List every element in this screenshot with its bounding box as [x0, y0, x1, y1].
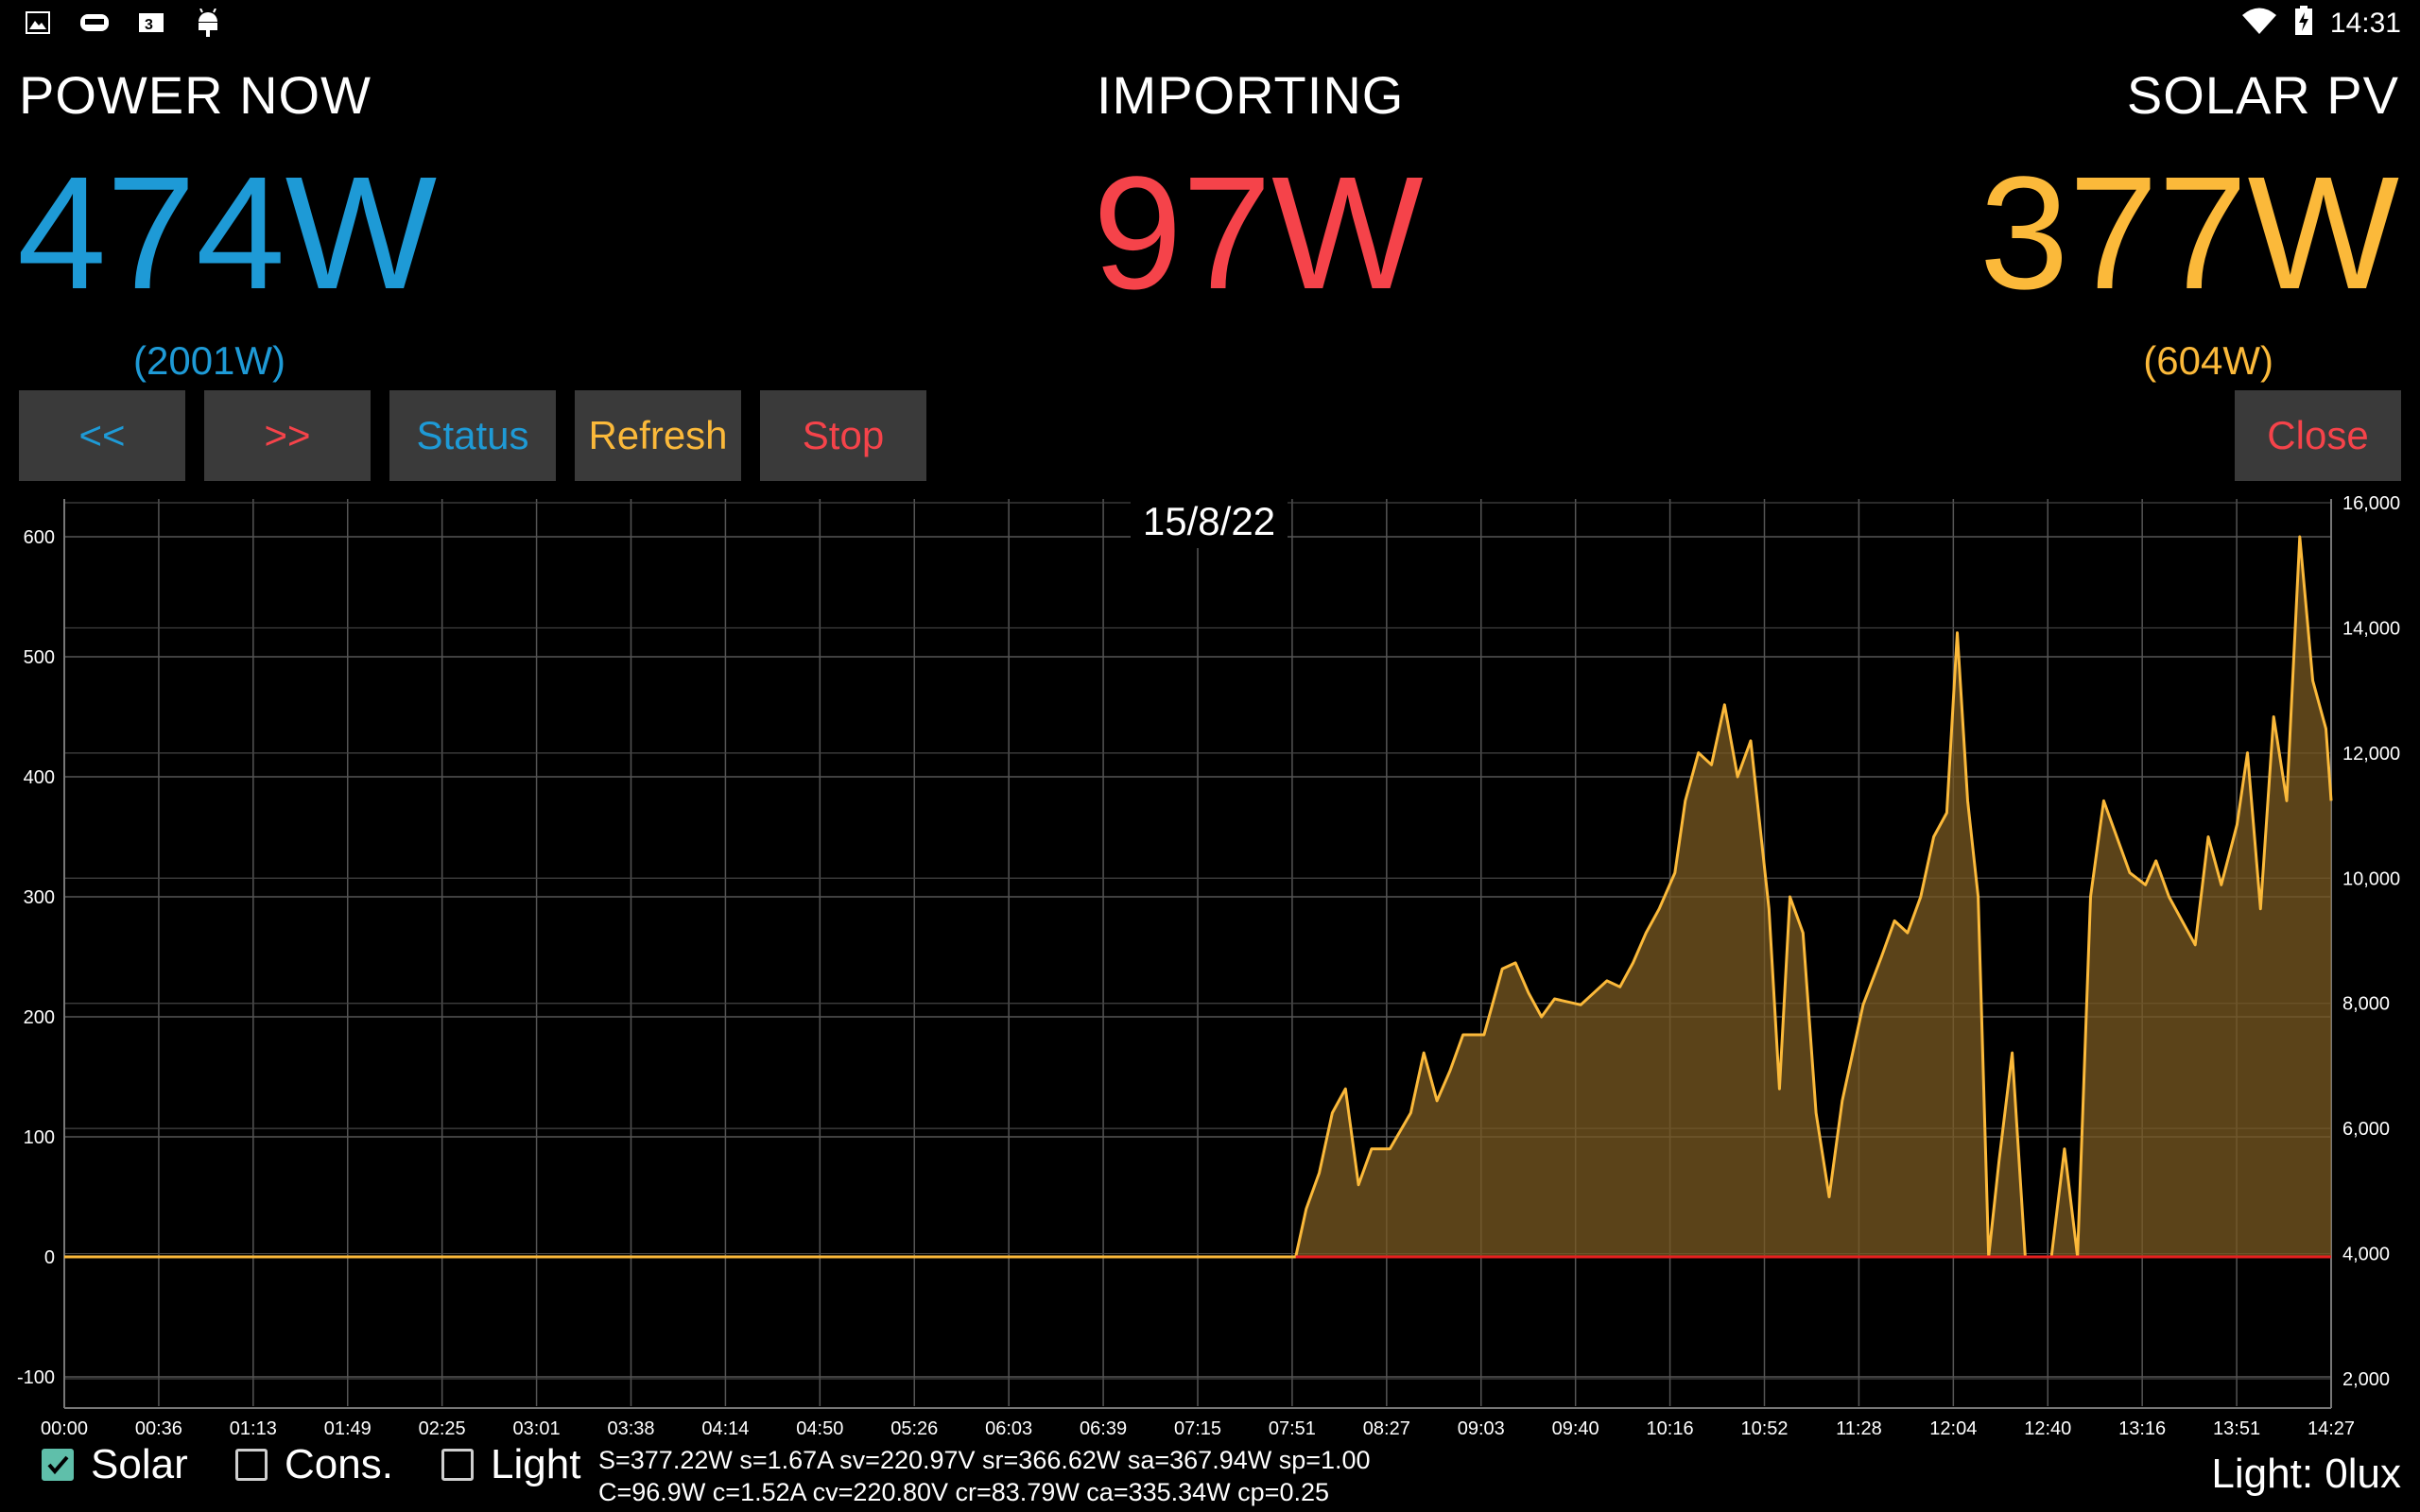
power-now-peak: (2001W) [133, 338, 286, 383]
time-axis-tick: 10:52 [1740, 1418, 1788, 1436]
left-axis-tick: -100 [17, 1367, 55, 1388]
legend-consumption[interactable]: Cons. [235, 1441, 393, 1488]
time-axis-tick: 05:26 [890, 1418, 938, 1436]
time-axis-tick: 06:39 [1080, 1418, 1127, 1436]
stop-button[interactable]: Stop [760, 390, 926, 481]
time-axis-tick: 09:40 [1552, 1418, 1599, 1436]
chart-date-title: 15/8/22 [1143, 499, 1275, 543]
right-axis-tick: 8,000 [2342, 994, 2390, 1015]
power-chart[interactable]: 600 500 400 300 200 100 0 -100 16,000 14,000 12,0… [0, 491, 2420, 1436]
left-axis-tick: 400 [24, 767, 55, 788]
next-day-button[interactable]: >> [204, 390, 371, 481]
light-checkbox[interactable] [441, 1449, 474, 1481]
right-axis-tick: 12,000 [2342, 744, 2400, 765]
left-axis-tick: 300 [24, 887, 55, 908]
time-axis-tick: 06:03 [985, 1418, 1032, 1436]
solar-readings: S=377.22W s=1.67A sv=220.97V sr=366.62W … [598, 1446, 1371, 1474]
image-notification-icon [23, 8, 53, 38]
time-axis-labels: 00:00 00:36 01:13 01:49 02:25 03:01 03:38 04:14… [41, 1418, 2355, 1436]
chart-series [64, 535, 2333, 1259]
solar-pv-peak: (604W) [2143, 338, 2273, 383]
readings-text: S=377.22W s=1.67A sv=220.97V sr=366.62W … [598, 1444, 1371, 1508]
time-axis-tick: 07:51 [1269, 1418, 1316, 1436]
time-axis-tick: 07:15 [1174, 1418, 1221, 1436]
left-axis-tick: 0 [44, 1247, 55, 1268]
consumption-checkbox[interactable] [235, 1449, 268, 1481]
right-axis-tick: 10,000 [2342, 868, 2400, 889]
light-reading: Light: 0lux [2211, 1451, 2401, 1497]
android-icon [193, 8, 223, 38]
time-axis-tick: 03:01 [513, 1418, 561, 1436]
app-notification-icon: 3 [136, 8, 166, 38]
time-axis-tick: 00:36 [135, 1418, 182, 1436]
svg-text:3: 3 [145, 17, 153, 33]
right-axis-tick: 2,000 [2342, 1369, 2390, 1390]
status-button[interactable]: Status [389, 390, 556, 481]
chart-title-bg [1131, 495, 1288, 548]
time-axis-tick: 14:27 [2308, 1418, 2355, 1436]
time-axis-tick: 09:03 [1458, 1418, 1505, 1436]
solar-area-fill [1295, 537, 2331, 1257]
battery-charging-icon [2294, 6, 2313, 41]
left-axis-tick: 100 [24, 1127, 55, 1148]
power-now-value: 474W [17, 144, 438, 323]
consumption-checkbox-label: Cons. [285, 1441, 393, 1487]
time-axis-tick: 13:51 [2213, 1418, 2260, 1436]
light-checkbox-label: Light [491, 1441, 581, 1487]
refresh-button[interactable]: Refresh [575, 390, 741, 481]
right-axis-tick: 14,000 [2342, 618, 2400, 639]
solar-checkbox[interactable] [42, 1449, 74, 1481]
time-axis-tick: 08:27 [1363, 1418, 1410, 1436]
right-axis-tick: 6,000 [2342, 1119, 2390, 1140]
solar-line [64, 535, 2333, 1259]
importing-label: IMPORTING [1097, 65, 1405, 125]
clock: 14:31 [2329, 7, 2401, 39]
time-axis-tick: 01:13 [230, 1418, 277, 1436]
legend-light[interactable]: Light [441, 1441, 580, 1488]
importing-value: 97W [1093, 144, 1424, 323]
solar-checkbox-label: Solar [91, 1441, 188, 1487]
left-axis-labels: 600 500 400 300 200 100 0 -100 [17, 527, 55, 1388]
power-now-label: POWER NOW [19, 65, 372, 125]
game-controller-icon [79, 8, 110, 38]
right-axis-tick: 4,000 [2342, 1245, 2390, 1265]
right-axis-labels: 16,000 14,000 12,000 10,000 8,000 6,000 4,000 2… [2342, 493, 2400, 1390]
time-axis-tick: 11:28 [1836, 1418, 1882, 1436]
time-axis-tick: 13:16 [2118, 1418, 2166, 1436]
time-axis-tick: 01:49 [324, 1418, 372, 1436]
legend-solar[interactable]: Solar [42, 1441, 188, 1488]
left-axis-tick: 500 [24, 647, 55, 668]
time-axis-tick: 12:40 [2024, 1418, 2071, 1436]
right-axis-tick: 16,000 [2342, 493, 2400, 514]
time-axis-tick: 10:16 [1647, 1418, 1694, 1436]
time-axis-tick: 04:14 [701, 1418, 749, 1436]
plot-area [64, 499, 2333, 1416]
wifi-icon [2241, 7, 2277, 40]
solar-pv-value: 377W [1979, 144, 2399, 323]
time-axis-tick: 00:00 [41, 1418, 88, 1436]
time-axis-tick: 03:38 [607, 1418, 654, 1436]
consumption-readings: C=96.9W c=1.52A cv=220.80V cr=83.79W ca=… [598, 1478, 1329, 1506]
previous-day-button[interactable]: << [19, 390, 185, 481]
status-bar: 3 14:31 [0, 0, 2420, 47]
solar-pv-label: SOLAR PV [2126, 65, 2399, 125]
close-button[interactable]: Close [2235, 390, 2401, 481]
time-axis-tick: 02:25 [419, 1418, 466, 1436]
left-axis-tick: 200 [24, 1007, 55, 1028]
time-axis-tick: 12:04 [1929, 1418, 1977, 1436]
time-axis-tick: 04:50 [796, 1418, 843, 1436]
left-axis-tick: 600 [24, 527, 55, 548]
